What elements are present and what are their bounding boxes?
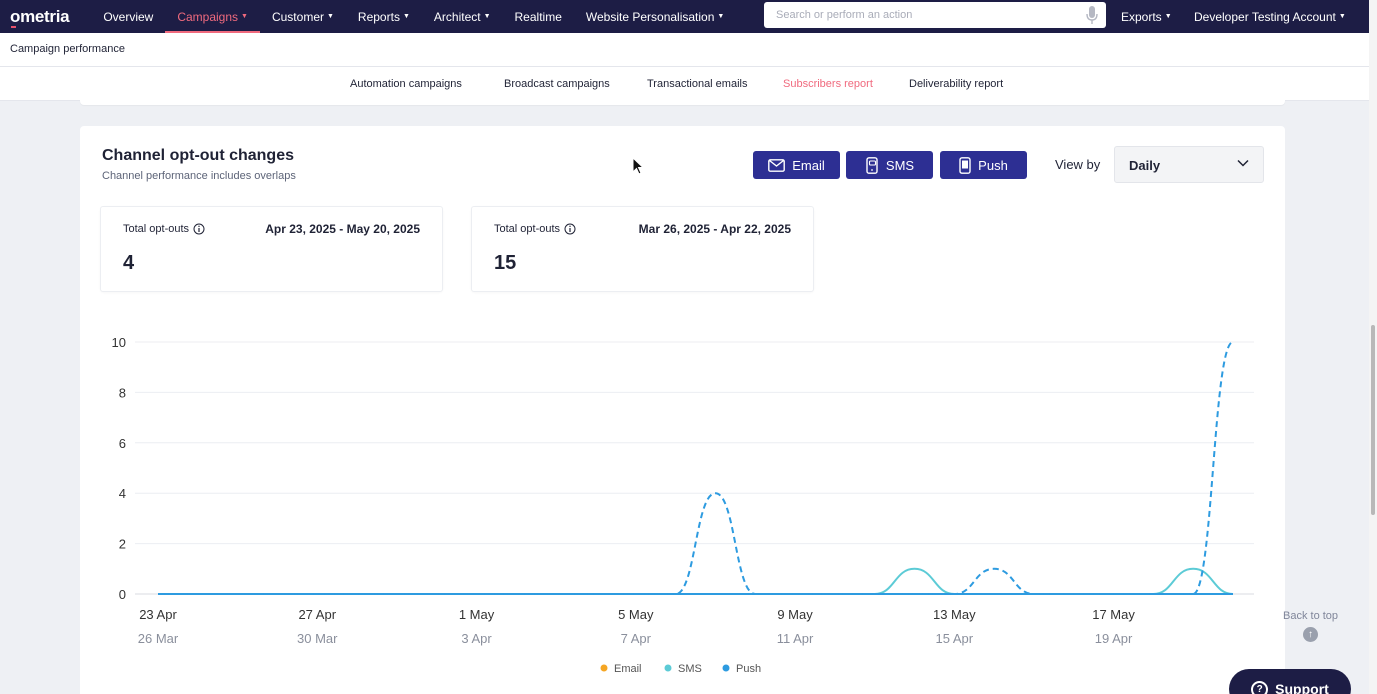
caret-down-icon: ▼ <box>241 13 248 20</box>
x-tick-label-current: 5 May <box>618 607 654 622</box>
tab-subscribers-report[interactable]: Subscribers report <box>769 67 887 102</box>
x-tick-label-previous: 11 Apr <box>777 631 814 646</box>
stat-value: 4 <box>123 252 135 274</box>
opt-out-card: Channel opt-out changes Channel performa… <box>80 126 1285 694</box>
x-tick-label-previous: 19 Apr <box>1095 631 1133 646</box>
stat-value: 15 <box>494 252 517 274</box>
y-tick-label: 0 <box>119 587 126 602</box>
x-tick-label-current: 1 May <box>459 607 495 622</box>
caret-down-icon: ▼ <box>402 13 410 20</box>
stat-date-range: Mar 26, 2025 - Apr 22, 2025 <box>638 222 791 236</box>
mobile-phone-icon <box>959 156 971 174</box>
nav-item-overview[interactable]: Overview <box>103 9 154 24</box>
card-title: Channel opt-out changes <box>102 147 294 164</box>
x-tick-label-current: 13 May <box>933 607 976 622</box>
x-tick-label-previous: 26 Mar <box>138 631 179 646</box>
scrollbar[interactable] <box>1369 0 1377 694</box>
caret-down-icon: ▼ <box>483 13 491 20</box>
back-to-top-button[interactable]: Back to top ↑ <box>1283 610 1338 642</box>
exports-menu[interactable]: Exports ▼ <box>1121 9 1172 24</box>
support-label: Support <box>1275 681 1329 694</box>
legend-label-sms: SMS <box>678 663 702 675</box>
nav-item-website-personalisation[interactable]: Website Personalisation ▼ <box>585 9 725 24</box>
page-title: Campaign performance <box>10 43 125 55</box>
y-tick-label: 8 <box>119 385 126 400</box>
back-to-top-label: Back to top <box>1283 610 1339 622</box>
stat-date-range: Apr 23, 2025 - May 20, 2025 <box>265 222 420 236</box>
view-by-value: Daily <box>1129 158 1161 173</box>
x-tick-label-previous: 30 Mar <box>297 631 338 646</box>
microphone-icon[interactable] <box>1086 6 1098 25</box>
stat-label: Total opt-outs <box>123 223 205 235</box>
tab-deliverability-report[interactable]: Deliverability report <box>909 78 1004 90</box>
legend-label-email: Email <box>614 663 642 675</box>
nav-item-campaigns[interactable]: Campaigns ▼ <box>165 0 260 33</box>
sms-phone-icon <box>866 156 878 174</box>
view-by-select[interactable]: Daily <box>1114 146 1264 183</box>
email-channel-button[interactable]: Email <box>753 151 840 179</box>
search-placeholder: Search or perform an action <box>776 9 913 21</box>
tab-automation-campaigns[interactable]: Automation campaigns <box>350 78 462 90</box>
legend-marker-sms <box>664 664 672 672</box>
arrow-up-icon: ↑ <box>1303 627 1319 642</box>
x-tick-label-current: 23 Apr <box>139 607 177 622</box>
caret-down-icon: ▼ <box>1338 13 1346 20</box>
series-line-sms-solid <box>158 567 1234 595</box>
caret-down-icon: ▼ <box>326 13 334 20</box>
caret-down-icon: ▼ <box>1164 13 1172 20</box>
mouse-cursor-icon <box>632 157 644 175</box>
question-icon: ? <box>1251 681 1269 694</box>
x-tick-label-previous: 7 Apr <box>621 631 652 646</box>
breadcrumb: Campaign performance <box>0 33 1369 67</box>
chevron-down-icon <box>1237 159 1249 167</box>
search-input[interactable]: Search or perform an action <box>764 2 1106 28</box>
x-tick-label-previous: 3 Apr <box>461 631 492 646</box>
series-line-push-dashed <box>158 341 1234 595</box>
top-nav: ometria Overview Campaigns ▼ Customer ▼ Repor… <box>0 0 1369 33</box>
push-channel-button[interactable]: Push <box>940 151 1027 179</box>
stat-label: Total opt-outs <box>494 223 576 235</box>
report-tabs: Automation campaigns Broadcast campaigns T… <box>0 67 1369 102</box>
y-tick-label: 6 <box>119 436 126 451</box>
nav-item-customer[interactable]: Customer ▼ <box>271 9 334 24</box>
y-tick-label: 2 <box>119 537 126 552</box>
envelope-icon <box>768 158 786 172</box>
x-tick-label-current: 27 Apr <box>298 607 336 622</box>
nav-item-realtime[interactable]: Realtime <box>514 9 562 24</box>
sms-channel-button[interactable]: SMS <box>846 151 933 179</box>
x-tick-label-current: 17 May <box>1092 607 1135 622</box>
info-icon[interactable] <box>564 223 576 235</box>
scrollbar-thumb[interactable] <box>1371 325 1375 515</box>
support-button[interactable]: ? Support <box>1229 669 1351 694</box>
caret-down-icon: ▼ <box>717 13 725 20</box>
opt-out-chart: 0 2 4 6 8 10 23 Apr 26 Mar 27 Apr 30 Mar 1 May 3 Ap… <box>112 335 1254 675</box>
info-icon[interactable] <box>193 223 205 235</box>
y-tick-label: 10 <box>112 335 126 350</box>
nav-item-reports[interactable]: Reports ▼ <box>357 9 410 24</box>
tab-broadcast-campaigns[interactable]: Broadcast campaigns <box>504 78 610 90</box>
previous-card-edge <box>80 100 1285 105</box>
stat-card-total-opt-outs: Total opt-outs Mar 26, 2025 - Apr 22, 202… <box>471 206 814 292</box>
x-tick-label-previous: 15 Apr <box>935 631 973 646</box>
account-menu[interactable]: Developer Testing Account ▼ <box>1194 9 1346 24</box>
x-tick-label-current: 9 May <box>777 607 813 622</box>
legend-label-push: Push <box>736 663 761 675</box>
legend-marker-email <box>600 664 608 672</box>
legend-marker-push <box>722 664 730 672</box>
card-subtitle: Channel performance includes overlaps <box>102 170 296 182</box>
nav-item-architect[interactable]: Architect ▼ <box>433 9 491 24</box>
stat-card-total-opt-outs: Total opt-outs Apr 23, 2025 - May 20, 202… <box>100 206 443 292</box>
ometria-logo[interactable]: ometria <box>10 6 70 28</box>
tab-transactional-emails[interactable]: Transactional emails <box>647 78 748 90</box>
y-tick-label: 4 <box>119 486 126 501</box>
view-by-label: View by <box>1055 157 1101 172</box>
